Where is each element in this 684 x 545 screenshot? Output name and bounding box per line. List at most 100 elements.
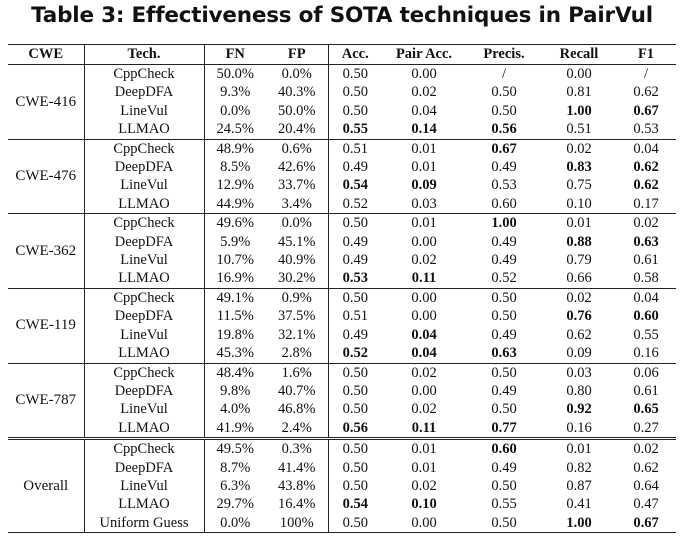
tech-cell: LineVul (84, 251, 205, 270)
pair-cell: 0.02 (411, 401, 437, 418)
fn-cell: 0.0% (204, 513, 266, 534)
f1-cell: 0.02 (616, 437, 676, 459)
fn-cell: 9.8% (220, 382, 251, 399)
f1-cell: 0.62 (633, 177, 659, 194)
tech-cell: Uniform Guess (84, 513, 205, 534)
table-row: Overall CppCheck 49.5% 0.3% 0.50 0.01 0.60 0.01… (8, 437, 676, 534)
pair-cell: 0.01 (382, 138, 466, 159)
f1-cell: 0.60 (633, 308, 659, 325)
table-row: DeepDFA 9.8% 40.7% 0.50 0.00 0.49 0.80 0.61 (8, 381, 676, 401)
fn-cell: 49.6% (204, 213, 266, 233)
rec-cell: 0.82 (566, 459, 592, 476)
acc-cell: 0.49 (342, 252, 368, 269)
fn-cell: 11.5% (216, 308, 254, 325)
fp-cell: 41.4% (266, 458, 329, 477)
rec-cell: 0.02 (542, 138, 616, 159)
tech-cell: DeepDFA (84, 381, 205, 401)
fp-cell: 33.7% (266, 176, 329, 195)
pair-cell: 0.10 (411, 496, 437, 513)
acc-cell: 0.50 (342, 459, 368, 476)
fn-cell: 12.9% (216, 177, 254, 194)
tech-cell: LLMAO (84, 344, 205, 363)
fp-cell: 45.1% (266, 232, 329, 252)
fp-cell: 1.6% (266, 362, 329, 382)
pair-cell: 0.00 (411, 382, 437, 399)
pair-cell: 0.04 (411, 326, 437, 343)
table-row: LineVul 12.9% 33.7% 0.54 0.09 0.53 0.75 0.62 (8, 176, 676, 195)
table-row: CWE-476 CppCheck 48.9% 0.6% 0.51 0.01 0.67 0.02… (8, 138, 676, 214)
acc-cell: 0.54 (342, 496, 368, 513)
tech-cell: CppCheck (84, 213, 205, 233)
table-row: CWE-416 CppCheck 50.0% 0.0% 0.50 0.00 / 0.00 / (8, 64, 676, 140)
fp-cell: 32.1% (266, 325, 329, 345)
fn-cell: 49.5% (204, 437, 266, 459)
fn-cell: 48.4% (204, 362, 266, 382)
acc-cell: 0.50 (328, 437, 382, 459)
fp-cell: 100% (266, 513, 329, 534)
f1-cell: 0.16 (633, 345, 659, 362)
f1-cell: 0.62 (633, 159, 659, 176)
tech-cell: DeepDFA (84, 458, 205, 477)
col-header-precision: Precis. (466, 44, 542, 65)
fp-cell: 0.0% (266, 64, 329, 84)
pair-cell: 0.02 (382, 362, 466, 382)
tech-cell: CppCheck (84, 138, 205, 159)
group-label: CWE-787 (8, 362, 85, 439)
pair-cell: 0.11 (411, 419, 437, 436)
prec-cell: 0.50 (491, 308, 517, 325)
fn-cell: 50.0% (216, 66, 254, 82)
pair-cell: 0.04 (411, 345, 437, 362)
rec-cell: 0.51 (566, 121, 592, 138)
table-row: LineVul 4.0% 46.8% 0.50 0.02 0.50 0.92 0.65 (8, 400, 676, 419)
rec-cell: 0.83 (566, 159, 592, 176)
fn-cell: 8.5% (220, 159, 251, 176)
table-row: LLMAO 16.9% 30.2% 0.53 0.11 0.52 0.66 0.58 (8, 269, 676, 289)
rec-cell: 0.81 (566, 84, 592, 101)
rec-cell: 0.01 (542, 437, 616, 459)
pair-cell: 0.02 (411, 84, 437, 101)
acc-cell: 0.50 (342, 401, 368, 418)
fp-cell: 43.8% (266, 476, 329, 496)
acc-cell: 0.52 (342, 345, 368, 362)
rec-cell: 0.80 (566, 382, 592, 399)
fp-cell: 46.8% (266, 400, 329, 419)
f1-cell: 0.53 (633, 121, 659, 138)
fp-cell: 0.9% (266, 287, 329, 308)
rec-cell: 0.66 (566, 270, 592, 287)
fn-cell: 16.9% (216, 270, 254, 287)
prec-cell: 0.50 (466, 287, 542, 308)
f1-cell: 0.06 (616, 362, 676, 382)
rec-cell: 0.79 (566, 252, 592, 269)
table-row: LineVul 6.3% 43.8% 0.50 0.02 0.50 0.87 0.64 (8, 476, 676, 496)
pair-cell: 0.11 (411, 270, 437, 287)
f1-cell: 0.65 (633, 401, 659, 418)
f1-cell: 0.04 (616, 287, 676, 308)
prec-cell: 0.49 (491, 382, 517, 399)
prec-cell: 0.55 (491, 496, 517, 513)
f1-cell: 0.02 (616, 213, 676, 233)
acc-cell: 0.52 (342, 195, 368, 212)
pair-cell: 0.01 (382, 437, 466, 459)
fp-cell: 50.0% (266, 101, 329, 121)
fp-cell: 20.4% (266, 120, 329, 140)
fn-cell: 5.9% (220, 233, 251, 250)
fn-cell: 9.3% (220, 84, 251, 101)
f1-cell: 0.27 (633, 419, 659, 436)
acc-cell: 0.49 (342, 326, 368, 343)
prec-cell: 0.52 (491, 270, 517, 287)
acc-cell: 0.49 (342, 233, 368, 250)
tech-cell: LineVul (84, 400, 205, 419)
table-row: Uniform Guess 0.0% 100% 0.50 0.00 0.50 1.00 0.6… (8, 513, 676, 534)
acc-cell: 0.50 (328, 213, 382, 233)
group-label: CWE-476 (8, 138, 85, 214)
acc-cell: 0.50 (342, 477, 368, 494)
tech-cell: DeepDFA (84, 83, 205, 102)
prec-cell: 0.77 (491, 419, 517, 436)
table-row: DeepDFA 8.5% 42.6% 0.49 0.01 0.49 0.83 0.62 (8, 158, 676, 177)
pair-cell: 0.01 (382, 213, 466, 233)
rec-cell: 0.87 (566, 477, 592, 494)
fp-cell: 2.8% (266, 344, 329, 363)
pair-cell: 0.04 (411, 102, 437, 119)
fp-cell: 42.6% (266, 158, 329, 177)
rec-cell: 0.10 (566, 195, 592, 212)
